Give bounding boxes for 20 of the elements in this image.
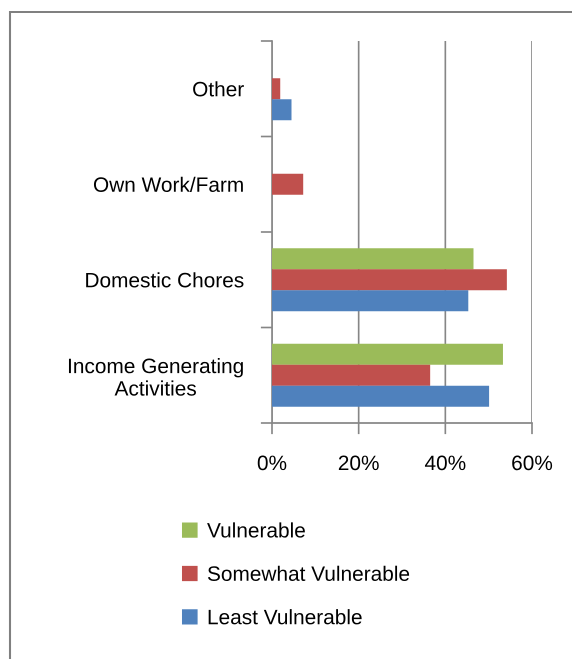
x-tick-label: 20% — [338, 455, 379, 470]
bar — [272, 248, 474, 270]
bar — [272, 290, 468, 312]
y-tick-label: Own Work/Farm — [94, 176, 243, 192]
x-tick-label: 0% — [258, 455, 286, 470]
legend-label: Least Vulnerable — [208, 609, 362, 624]
bar — [272, 344, 503, 365]
bar — [272, 386, 490, 407]
x-tick-label: 60% — [512, 455, 552, 470]
x-tick-label: 40% — [424, 455, 466, 470]
y-tick-label: Domestic Chores — [86, 272, 244, 288]
bar — [272, 364, 430, 386]
bar — [272, 99, 292, 120]
y-tick-label: Income Generating Activities — [68, 358, 243, 396]
legend-label: Vulnerable — [207, 522, 305, 538]
bar — [272, 269, 507, 290]
bar — [272, 78, 280, 100]
y-tick-label: Other — [193, 81, 244, 97]
legend-label: Somewhat Vulnerable — [208, 566, 410, 582]
bar — [272, 174, 304, 195]
